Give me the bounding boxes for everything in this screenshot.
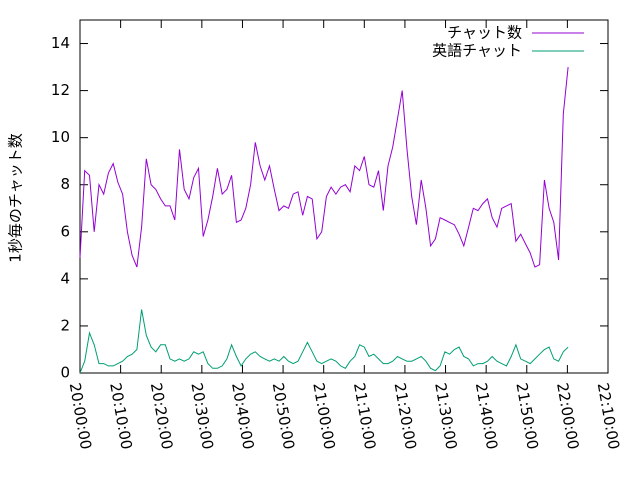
y-tick-label: 0: [60, 364, 70, 382]
series-line: [79, 67, 569, 268]
series-line: [79, 309, 569, 374]
y-axis-label: 1秒毎のチャット数: [7, 133, 25, 262]
y-tick-label: 6: [60, 222, 70, 240]
y-tick-label: 8: [60, 175, 70, 193]
y-tick-label: 4: [60, 269, 70, 287]
y-tick-label: 10: [51, 128, 70, 146]
legend-label: チャット数: [447, 24, 522, 42]
legend-label: 英語チャット: [432, 42, 522, 60]
plot-frame: [79, 19, 609, 374]
y-tick-label: 12: [51, 81, 70, 99]
y-tick-label: 2: [60, 316, 70, 334]
y-tick-label: 14: [51, 34, 70, 52]
